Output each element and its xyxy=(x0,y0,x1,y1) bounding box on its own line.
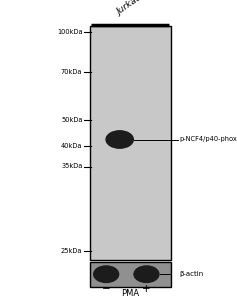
Text: −: − xyxy=(102,284,110,294)
Text: 35kDa: 35kDa xyxy=(61,164,82,169)
Text: 50kDa: 50kDa xyxy=(61,117,82,123)
Text: p-NCF4/p40-phox-T154: p-NCF4/p40-phox-T154 xyxy=(179,136,237,142)
Text: β-actin: β-actin xyxy=(179,271,203,277)
Text: 100kDa: 100kDa xyxy=(57,28,82,34)
Ellipse shape xyxy=(94,266,118,283)
Text: 40kDa: 40kDa xyxy=(61,142,82,148)
Ellipse shape xyxy=(106,131,133,148)
Text: PMA: PMA xyxy=(121,289,139,298)
Text: Jurkat: Jurkat xyxy=(116,0,142,16)
Text: 25kDa: 25kDa xyxy=(61,248,82,254)
Text: +: + xyxy=(142,284,151,294)
FancyBboxPatch shape xyxy=(90,262,171,286)
FancyBboxPatch shape xyxy=(90,26,171,260)
Ellipse shape xyxy=(134,266,159,283)
Text: 70kDa: 70kDa xyxy=(61,69,82,75)
